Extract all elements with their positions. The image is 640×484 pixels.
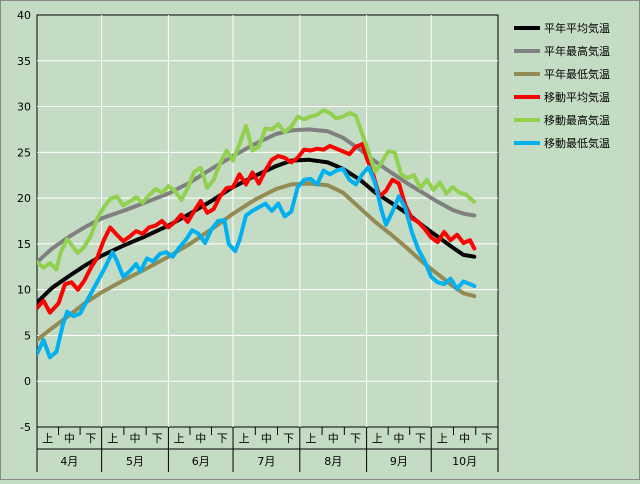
y-tick-label: 30 <box>17 101 31 114</box>
x-third-label: 中 <box>195 432 206 445</box>
x-third-label: 中 <box>130 432 141 445</box>
y-tick-label: 25 <box>17 146 31 159</box>
x-month-label: 4月 <box>60 455 78 468</box>
x-third-label: 中 <box>261 432 272 445</box>
y-tick-label: 5 <box>24 329 31 342</box>
x-third-label: 上 <box>372 432 383 445</box>
legend-label: 移動平均気温 <box>544 90 610 104</box>
legend-label: 平年最高気温 <box>544 44 610 58</box>
series-line-3 <box>37 181 477 342</box>
y-tick-label: 40 <box>17 9 31 22</box>
x-third-label: 上 <box>174 432 185 445</box>
x-third-label: 上 <box>305 432 316 445</box>
x-month-label: 9月 <box>390 455 408 468</box>
plot-frame <box>36 14 499 428</box>
x-third-label: 下 <box>481 432 492 445</box>
x-third-label: 下 <box>350 432 361 445</box>
x-third-label: 下 <box>85 432 96 445</box>
x-third-label: 中 <box>328 432 339 445</box>
legend-label: 平年最低気温 <box>544 67 610 81</box>
legend-label: 平年平均気温 <box>544 21 610 35</box>
x-third-label: 下 <box>283 432 294 445</box>
y-axis-ticks: -5 0 5 10 15 20 25 30 35 40 <box>17 9 31 434</box>
y-tick-label: 35 <box>17 55 31 68</box>
x-third-label: 中 <box>393 432 404 445</box>
grid-lines <box>37 15 498 427</box>
x-third-label: 中 <box>459 432 470 445</box>
x-month-label: 8月 <box>324 455 342 468</box>
x-month-label: 7月 <box>257 455 275 468</box>
x-third-label: 上 <box>107 432 118 445</box>
x-third-label: 下 <box>415 432 426 445</box>
x-month-label: 6月 <box>192 455 210 468</box>
x-third-label: 上 <box>239 432 250 445</box>
x-third-label: 上 <box>437 432 448 445</box>
plot-area <box>36 14 499 428</box>
x-third-label: 上 <box>42 432 53 445</box>
y-tick-label: -5 <box>20 421 31 434</box>
x-month-label: 5月 <box>126 455 144 468</box>
series-line-5 <box>37 108 477 272</box>
legend-label: 移動最低気温 <box>544 136 610 150</box>
legend-label: 移動最高気温 <box>544 113 610 127</box>
x-axis-categories: 上中下4月上中下5月上中下6月上中下7月上中下8月上中下9月上中下10月 <box>36 427 499 472</box>
x-third-label: 下 <box>152 432 163 445</box>
x-third-label: 中 <box>64 432 75 445</box>
series-line-4 <box>37 142 477 315</box>
x-month-label: 10月 <box>452 455 477 468</box>
series-lines <box>37 108 477 360</box>
x-third-label: 下 <box>217 432 228 445</box>
y-tick-label: 20 <box>17 192 31 205</box>
y-tick-label: 15 <box>17 238 31 251</box>
series-line-6 <box>37 165 477 360</box>
y-tick-label: 0 <box>24 375 31 388</box>
y-tick-label: 10 <box>17 284 31 297</box>
